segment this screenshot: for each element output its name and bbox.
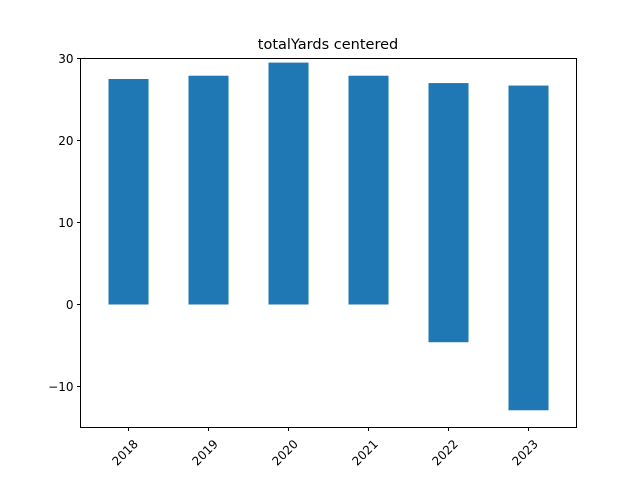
x-tick-label-2018: 2018: [109, 437, 140, 468]
y-tick-label: 30: [58, 52, 73, 66]
x-tick-label-2020: 2020: [269, 437, 300, 468]
y-tick-label: 20: [58, 134, 73, 148]
bar-2022: [428, 83, 469, 343]
y-axis: −10 0 10 20 30: [48, 52, 81, 394]
x-tick-label-2023: 2023: [509, 437, 540, 468]
y-tick-label: −10: [48, 380, 73, 394]
x-tick-label-2019: 2019: [189, 437, 220, 468]
bar-2019: [188, 75, 229, 305]
bar-2020: [268, 62, 309, 305]
x-tick-label-2021: 2021: [349, 437, 380, 468]
y-tick-label: 10: [58, 216, 73, 230]
bar-2021: [348, 75, 389, 305]
bars-layer: [108, 62, 549, 411]
chart-title: totalYards centered: [258, 37, 398, 53]
y-tick-label: 0: [66, 298, 74, 312]
bar-2023: [508, 85, 549, 411]
bar-2018: [108, 79, 149, 305]
x-tick-label-2022: 2022: [429, 437, 460, 468]
x-axis: 2018 2019 2020 2021 2022 2023: [109, 427, 541, 468]
plot-frame: [80, 58, 577, 428]
